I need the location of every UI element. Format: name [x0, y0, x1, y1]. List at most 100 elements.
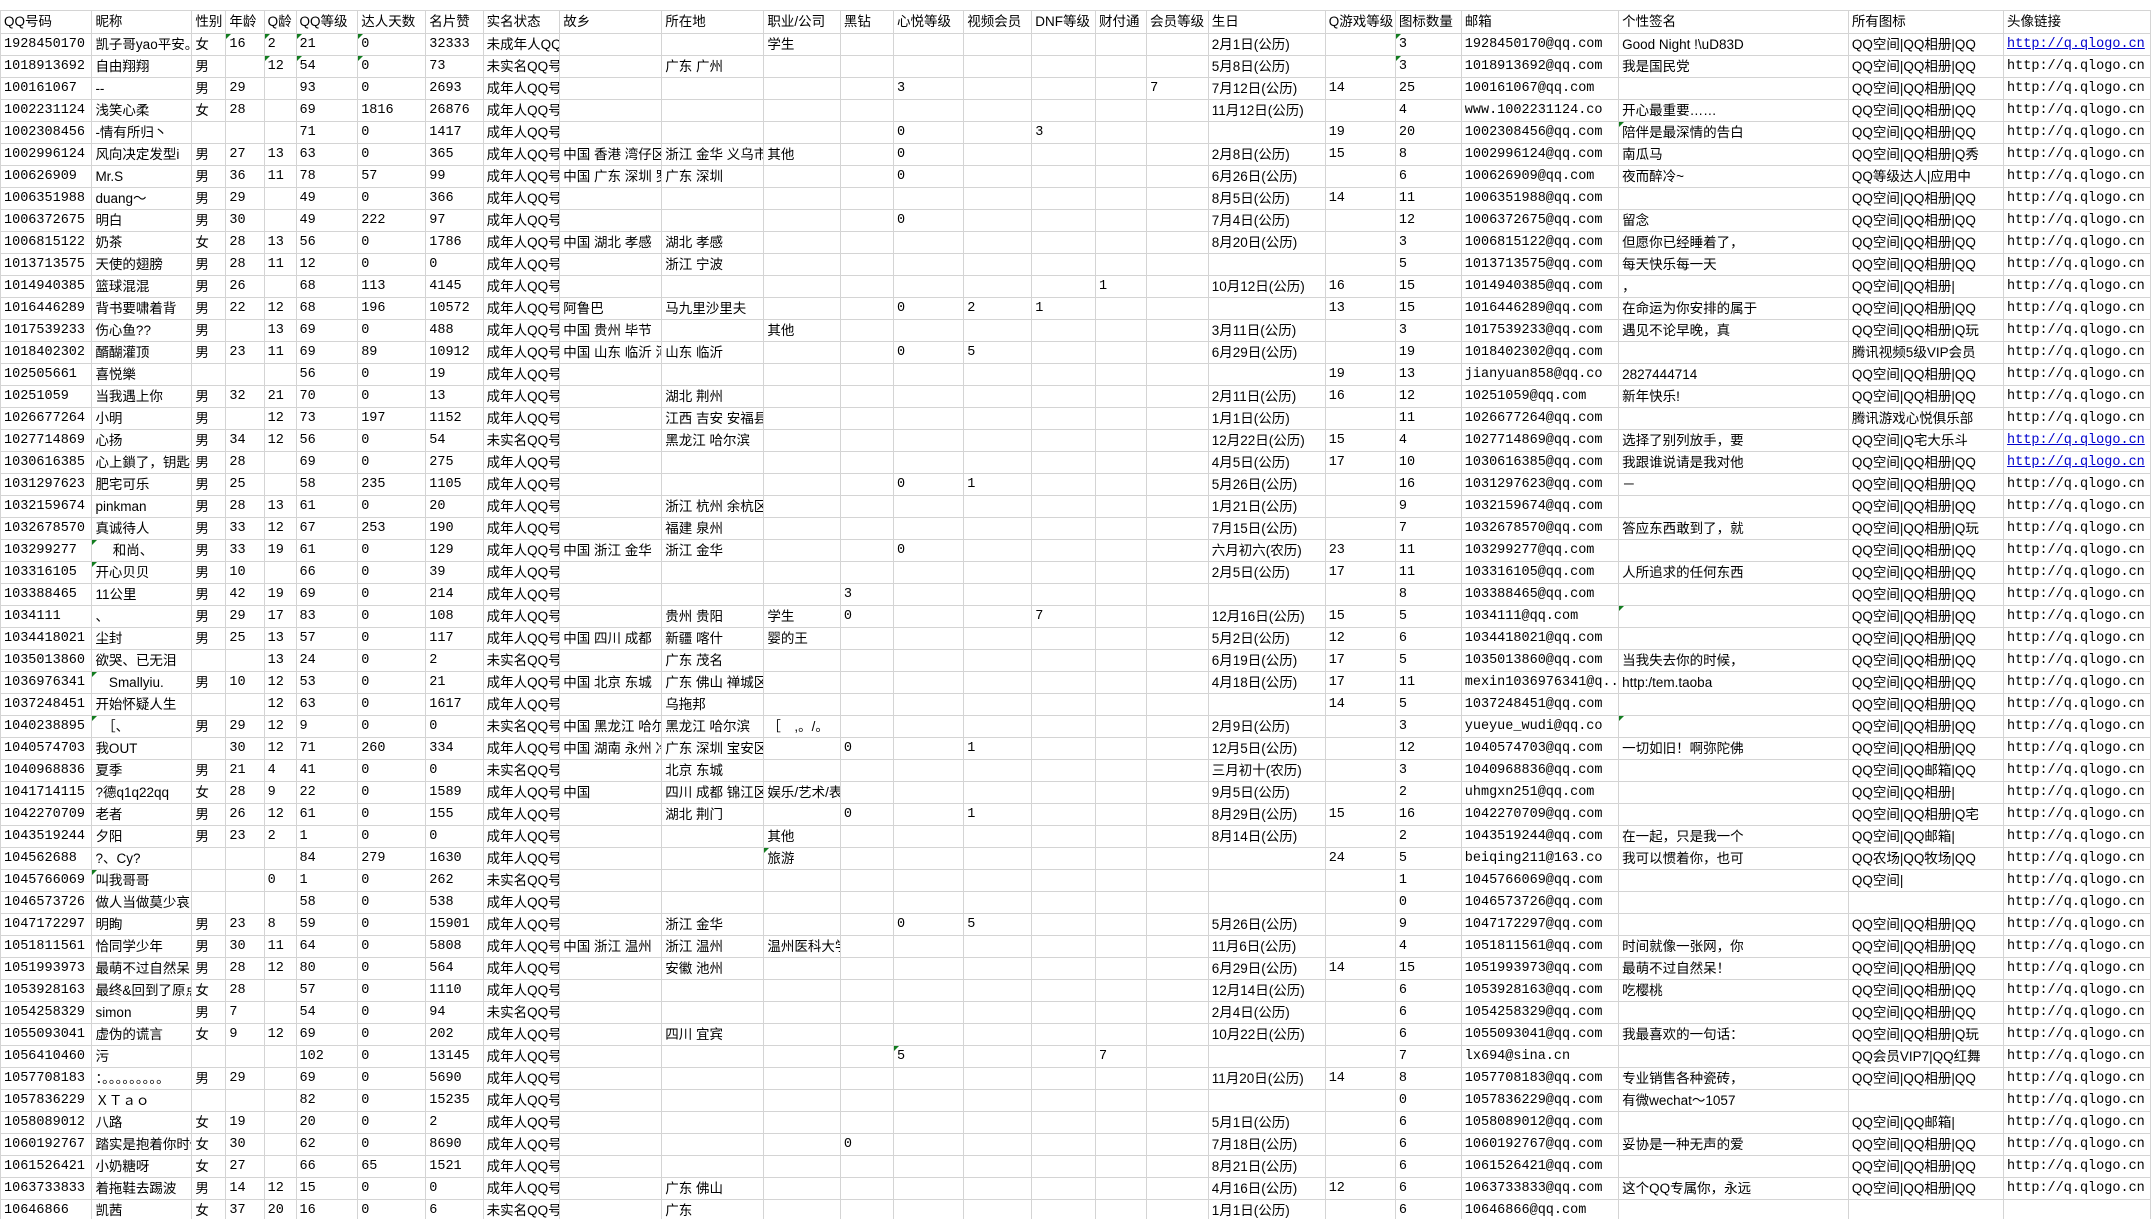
- cell-video[interactable]: [963, 891, 1033, 914]
- table-row[interactable]: 100161067 -- 男 29 93 0 2693 成年人QQ号 3 7 7月12日(公历) 14…: [0, 77, 2151, 100]
- cell-age[interactable]: 30: [225, 1133, 265, 1156]
- cell-loc[interactable]: 广东 佛山: [661, 1177, 765, 1200]
- cell-vip[interactable]: [1146, 561, 1209, 584]
- cell-qage[interactable]: 12: [263, 429, 297, 452]
- cell-xy[interactable]: [893, 803, 965, 826]
- cell-qage[interactable]: [263, 1067, 297, 1090]
- cell-avatar[interactable]: http://q.qlogo.cn: [2003, 693, 2151, 716]
- cell-qgame[interactable]: [1324, 737, 1396, 760]
- cell-mail[interactable]: 1018402302@qq.com: [1460, 341, 1620, 364]
- cell-allicons[interactable]: QQ空间|QQ相册|: [1847, 275, 2005, 298]
- cell-birth[interactable]: 2月4日(公历): [1207, 1001, 1326, 1024]
- column-header[interactable]: 生日: [1207, 10, 1326, 34]
- cell-pay[interactable]: [1095, 473, 1148, 496]
- cell-avatar[interactable]: http://q.qlogo.cn: [2003, 605, 2151, 628]
- cell-age[interactable]: 9: [225, 1023, 265, 1046]
- cell-loc[interactable]: 黑龙江 哈尔滨: [661, 715, 765, 738]
- cell-vip[interactable]: [1146, 957, 1209, 980]
- cell-sex[interactable]: 男: [191, 627, 227, 650]
- cell-realname[interactable]: 成年人QQ号: [482, 913, 561, 936]
- cell-qgame[interactable]: [1324, 935, 1396, 958]
- cell-pay[interactable]: [1095, 979, 1148, 1002]
- cell-realname[interactable]: 未实名QQ号: [482, 429, 561, 452]
- cell-video[interactable]: [963, 715, 1033, 738]
- cell-cardlike[interactable]: 1105: [425, 473, 484, 496]
- cell-qq[interactable]: 1016446289: [0, 297, 93, 320]
- cell-sign[interactable]: [1618, 605, 1849, 628]
- cell-qgame[interactable]: [1324, 1023, 1396, 1046]
- cell-nick[interactable]: 明眴: [91, 913, 193, 936]
- cell-realname[interactable]: 成年人QQ号: [482, 99, 561, 122]
- table-row[interactable]: 1032678570 真诚待人男 33 12 67 253 190 成年人QQ号 福建 泉州 7月…: [0, 517, 2151, 540]
- cell-dnf[interactable]: [1031, 737, 1097, 760]
- cell-cardlike[interactable]: 108: [425, 605, 484, 628]
- cell-cardlike[interactable]: 94: [425, 1001, 484, 1024]
- cell-qage[interactable]: 12: [263, 1023, 297, 1046]
- cell-qlevel[interactable]: 58: [295, 473, 359, 496]
- cell-allicons[interactable]: QQ空间|QQ相册|QQ: [1847, 913, 2005, 936]
- table-row[interactable]: 1031297623 肥宅可乐男 25 58 235 1105 成年人QQ号 0 1 5月26日(…: [0, 473, 2151, 496]
- column-header[interactable]: 性别: [191, 10, 227, 34]
- cell-video[interactable]: [963, 979, 1033, 1002]
- cell-qq[interactable]: 1014940385: [0, 275, 93, 298]
- cell-qq[interactable]: 1040238895: [0, 715, 93, 738]
- avatar-link[interactable]: http://q.qlogo.cn: [2007, 696, 2145, 712]
- cell-age[interactable]: [225, 869, 265, 892]
- cell-sex[interactable]: 男: [191, 297, 227, 320]
- cell-home[interactable]: 中国 四川 成都: [559, 627, 663, 650]
- cell-realname[interactable]: 成年人QQ号: [482, 165, 561, 188]
- cell-allicons[interactable]: [1847, 891, 2005, 914]
- cell-pay[interactable]: 1: [1095, 275, 1148, 298]
- cell-video[interactable]: [963, 253, 1033, 276]
- cell-days[interactable]: 0: [357, 891, 427, 914]
- cell-vip[interactable]: [1146, 781, 1209, 804]
- cell-qlevel[interactable]: 71: [295, 121, 359, 144]
- cell-vip[interactable]: [1146, 33, 1209, 56]
- table-row[interactable]: 1034418021 尘封男 25 13 57 0 117 成年人QQ号 中国 四川 成都 新疆 …: [0, 627, 2151, 650]
- cell-xy[interactable]: [893, 99, 965, 122]
- cell-mail[interactable]: 1061526421@qq.com: [1460, 1155, 1620, 1178]
- cell-icons[interactable]: 5: [1394, 649, 1462, 672]
- cell-dnf[interactable]: [1031, 649, 1097, 672]
- cell-dnf[interactable]: [1031, 1177, 1097, 1200]
- cell-age[interactable]: 21: [225, 759, 265, 782]
- cell-vip[interactable]: [1146, 1045, 1209, 1068]
- cell-birth[interactable]: [1207, 891, 1326, 914]
- cell-home[interactable]: 中国: [559, 781, 663, 804]
- cell-video[interactable]: [963, 165, 1033, 188]
- cell-avatar[interactable]: http://q.qlogo.cn: [2003, 143, 2151, 166]
- cell-realname[interactable]: 成年人QQ号: [482, 385, 561, 408]
- cell-nick[interactable]: ＸＴａｏ: [91, 1089, 193, 1112]
- cell-loc[interactable]: [661, 1155, 765, 1178]
- cell-loc[interactable]: [661, 187, 765, 210]
- cell-diamond[interactable]: 3: [839, 583, 895, 606]
- cell-xy[interactable]: [893, 583, 965, 606]
- column-header[interactable]: 职业/公司: [763, 10, 841, 34]
- cell-days[interactable]: 0: [357, 1001, 427, 1024]
- cell-nick[interactable]: 自由翔翔: [91, 55, 193, 78]
- avatar-link[interactable]: http://q.qlogo.cn: [2007, 1158, 2145, 1174]
- cell-diamond[interactable]: [839, 913, 895, 936]
- cell-realname[interactable]: 成年人QQ号: [482, 275, 561, 298]
- avatar-link[interactable]: http://q.qlogo.cn: [2007, 300, 2145, 316]
- cell-avatar[interactable]: http://q.qlogo.cn: [2003, 121, 2151, 144]
- cell-age[interactable]: 14: [225, 1177, 265, 1200]
- cell-nick[interactable]: 恰同学少年: [91, 935, 193, 958]
- cell-home[interactable]: [559, 99, 663, 122]
- cell-vip[interactable]: [1146, 297, 1209, 320]
- cell-cardlike[interactable]: 2: [425, 1111, 484, 1134]
- cell-dnf[interactable]: [1031, 275, 1097, 298]
- cell-realname[interactable]: 成年人QQ号: [482, 495, 561, 518]
- cell-cardlike[interactable]: 275: [425, 451, 484, 474]
- cell-qgame[interactable]: [1324, 341, 1396, 364]
- cell-allicons[interactable]: QQ空间|QQ相册|QQ: [1847, 627, 2005, 650]
- cell-pay[interactable]: [1095, 825, 1148, 848]
- table-row[interactable]: 1047172297 明眴男 23 8 59 0 15901 成年人QQ号 浙江 金华 0 5 5月2…: [0, 913, 2151, 936]
- cell-icons[interactable]: 20: [1394, 121, 1462, 144]
- cell-icons[interactable]: 4: [1394, 935, 1462, 958]
- cell-icons[interactable]: 11: [1394, 539, 1462, 562]
- cell-qlevel[interactable]: 66: [295, 1155, 359, 1178]
- cell-qlevel[interactable]: 15: [295, 1177, 359, 1200]
- cell-realname[interactable]: 成年人QQ号: [482, 847, 561, 870]
- cell-xy[interactable]: [893, 451, 965, 474]
